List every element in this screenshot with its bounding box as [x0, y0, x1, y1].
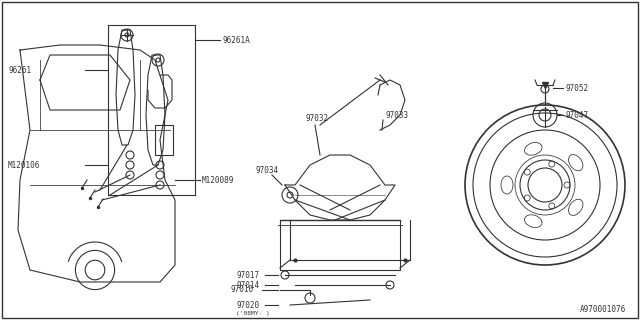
- Text: M120106: M120106: [8, 161, 40, 170]
- Bar: [155, 125, 173, 155]
- Text: 97034: 97034: [255, 165, 278, 174]
- Text: 97017: 97017: [236, 270, 259, 279]
- Text: ('08MY- ): ('08MY- ): [236, 310, 269, 316]
- Text: 97052: 97052: [565, 84, 588, 92]
- Text: M120089: M120089: [202, 175, 234, 185]
- Text: 97010: 97010: [230, 285, 253, 294]
- Text: 96261: 96261: [8, 66, 31, 75]
- Text: 97033: 97033: [385, 110, 408, 119]
- Text: 97047: 97047: [565, 110, 588, 119]
- Text: 97014: 97014: [236, 281, 259, 290]
- Text: A970001076: A970001076: [580, 306, 627, 315]
- Bar: [280, 220, 400, 270]
- Text: 97032: 97032: [305, 114, 328, 123]
- Text: 96261A: 96261A: [222, 36, 250, 44]
- Text: 97020: 97020: [236, 300, 259, 309]
